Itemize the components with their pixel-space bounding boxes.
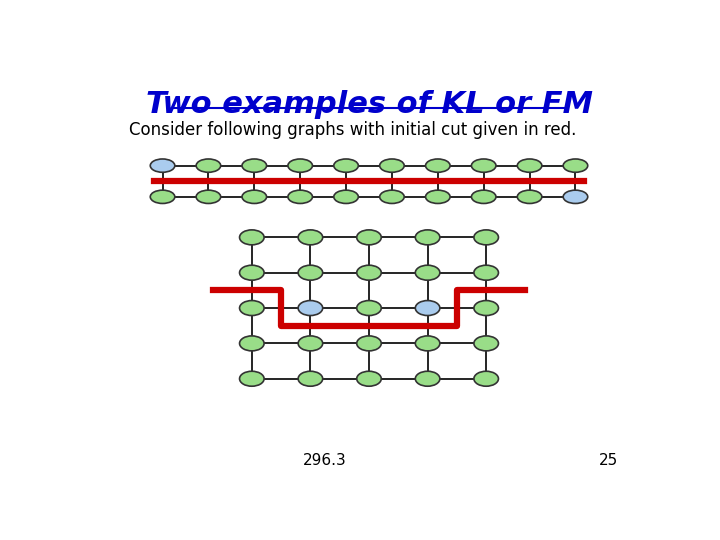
Ellipse shape [426,159,450,172]
Ellipse shape [240,371,264,386]
Ellipse shape [240,265,264,280]
Ellipse shape [379,190,404,204]
Text: 296.3: 296.3 [302,453,346,468]
Ellipse shape [298,336,323,351]
Ellipse shape [240,336,264,351]
Ellipse shape [288,159,312,172]
Ellipse shape [356,265,382,280]
Ellipse shape [356,301,382,315]
Ellipse shape [150,159,175,172]
Ellipse shape [415,230,440,245]
Ellipse shape [298,301,323,315]
Ellipse shape [334,159,359,172]
Ellipse shape [474,230,498,245]
Ellipse shape [474,301,498,315]
Ellipse shape [298,230,323,245]
Text: 25: 25 [599,453,618,468]
Ellipse shape [150,190,175,204]
Ellipse shape [517,159,542,172]
Text: Two examples of KL or FM: Two examples of KL or FM [145,90,593,119]
Ellipse shape [415,265,440,280]
Ellipse shape [379,159,404,172]
Ellipse shape [240,301,264,315]
Ellipse shape [474,371,498,386]
Ellipse shape [517,190,542,204]
Ellipse shape [334,190,359,204]
Ellipse shape [474,336,498,351]
Ellipse shape [472,159,496,172]
Ellipse shape [196,159,221,172]
Ellipse shape [356,336,382,351]
Ellipse shape [563,190,588,204]
Ellipse shape [240,230,264,245]
Ellipse shape [426,190,450,204]
Ellipse shape [415,336,440,351]
Ellipse shape [563,159,588,172]
Ellipse shape [298,265,323,280]
Text: Consider following graphs with initial cut given in red.: Consider following graphs with initial c… [129,121,577,139]
Ellipse shape [415,301,440,315]
Ellipse shape [474,265,498,280]
Ellipse shape [242,159,266,172]
Ellipse shape [356,371,382,386]
Ellipse shape [415,371,440,386]
Ellipse shape [298,371,323,386]
Ellipse shape [356,230,382,245]
Ellipse shape [472,190,496,204]
Ellipse shape [242,190,266,204]
Ellipse shape [196,190,221,204]
Ellipse shape [288,190,312,204]
